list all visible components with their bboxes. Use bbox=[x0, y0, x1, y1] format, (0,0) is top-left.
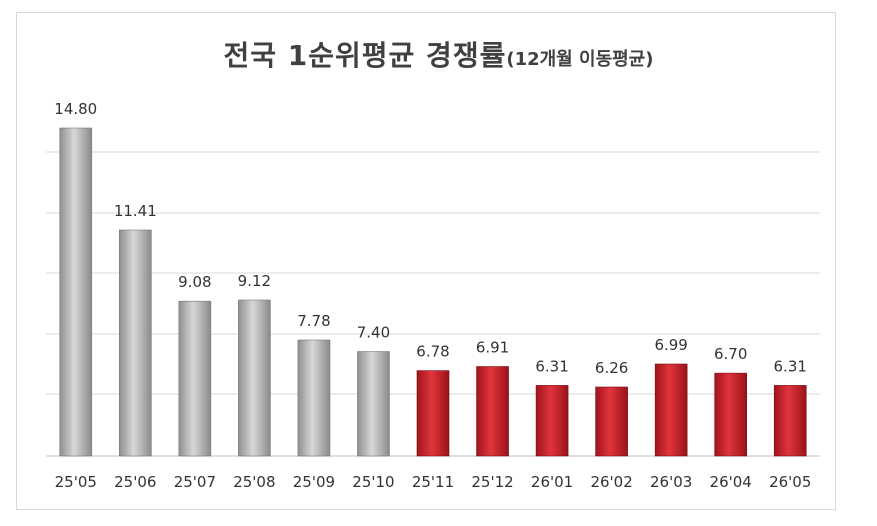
data-label: 6.26 bbox=[595, 359, 628, 377]
data-label: 6.31 bbox=[774, 357, 807, 375]
data-label: 6.99 bbox=[654, 336, 687, 354]
bar bbox=[714, 372, 747, 457]
chart-title-block: 전국 1순위평균 경쟁률(12개월 이동평균) bbox=[0, 34, 877, 74]
bar bbox=[476, 366, 509, 457]
x-tick-label: 25'09 bbox=[293, 473, 335, 491]
x-tick-label: 26'04 bbox=[710, 473, 752, 491]
x-tick-label: 26'02 bbox=[590, 473, 632, 491]
bar bbox=[357, 351, 390, 457]
x-tick-label: 25'06 bbox=[114, 473, 156, 491]
data-label: 6.70 bbox=[714, 345, 747, 363]
x-tick-label: 26'03 bbox=[650, 473, 692, 491]
x-tick-label: 25'05 bbox=[55, 473, 97, 491]
data-label: 11.41 bbox=[114, 202, 157, 220]
bar bbox=[535, 385, 569, 457]
bar bbox=[416, 370, 450, 457]
x-tick-label: 26'01 bbox=[531, 473, 573, 491]
data-label: 6.31 bbox=[535, 357, 568, 375]
x-tick-label: 25'11 bbox=[412, 473, 454, 491]
bar bbox=[654, 363, 688, 457]
data-label: 7.40 bbox=[357, 324, 390, 342]
data-label: 6.91 bbox=[476, 339, 509, 357]
x-tick-label: 26'05 bbox=[769, 473, 811, 491]
data-label: 9.12 bbox=[238, 272, 271, 290]
data-label: 14.80 bbox=[54, 100, 97, 118]
x-tick-label: 25'08 bbox=[233, 473, 275, 491]
data-label: 9.08 bbox=[178, 273, 211, 291]
x-tick-label: 25'07 bbox=[174, 473, 216, 491]
bar bbox=[238, 299, 271, 457]
bar bbox=[595, 386, 628, 457]
bar bbox=[178, 300, 212, 457]
data-label: 6.78 bbox=[416, 343, 449, 361]
bar bbox=[297, 339, 331, 457]
data-label: 7.78 bbox=[297, 312, 330, 330]
chart-subtitle: (12개월 이동평균) bbox=[506, 49, 654, 70]
bar bbox=[773, 385, 807, 457]
x-tick-label: 25'10 bbox=[352, 473, 394, 491]
chart-title: 전국 1순위평균 경쟁률 bbox=[223, 39, 507, 72]
bar bbox=[59, 127, 93, 457]
x-tick-label: 25'12 bbox=[471, 473, 513, 491]
bar bbox=[119, 229, 152, 457]
